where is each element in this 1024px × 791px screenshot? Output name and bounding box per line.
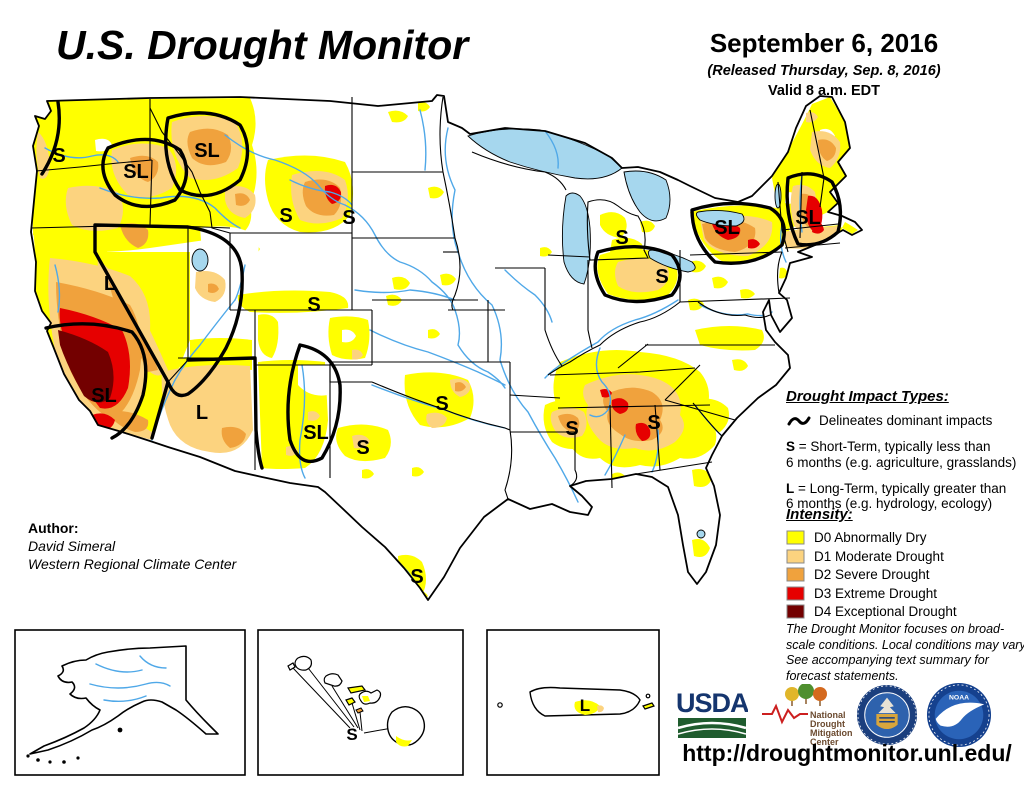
svg-text:Mitigation: Mitigation (810, 728, 853, 738)
region-label: S (655, 266, 668, 288)
great-salt-lake (191, 248, 209, 272)
noaa-logo: NOAA (926, 682, 992, 748)
delineation-squiggle-icon (787, 416, 811, 426)
intensity-item-d3: D3 Extreme Drought (786, 586, 1024, 601)
region-label: L (104, 273, 116, 295)
d1-swatch (786, 549, 805, 563)
region-label: S (565, 418, 578, 440)
intensity-legend: Intensity: D0 Abnormally Dry D1 Moderate… (786, 506, 1024, 623)
map-date: September 6, 2016 (709, 28, 939, 58)
intensity-item-d0: D0 Abnormally Dry (786, 530, 1024, 545)
ekg-squiggle (762, 703, 808, 725)
hawaii-impact-label: S (346, 725, 357, 744)
region-label: S (410, 566, 423, 588)
author-org: Western Regional Climate Center (28, 556, 237, 573)
page-title: U.S. Drought Monitor (56, 22, 469, 68)
ndmc-logo: National Drought Mitigation Center (762, 684, 853, 746)
svg-text:Center: Center (810, 737, 839, 746)
svg-text:National: National (810, 710, 846, 720)
date-block: September 6, 2016 (Released Thursday, Se… (655, 28, 993, 99)
author-label: Author: (28, 520, 79, 536)
long-term-definition: L = Long-Term, typically greater than 6 … (786, 480, 1007, 512)
region-label: L (196, 402, 208, 424)
svg-text:NOAA: NOAA (949, 694, 969, 701)
valid-time: Valid 8 a.m. EDT (767, 83, 880, 99)
release-date: (Released Thursday, Sep. 8, 2016) (707, 63, 941, 79)
lake-okeechobee (696, 529, 706, 539)
seagull-icon (935, 702, 985, 727)
region-label: SL (714, 217, 740, 239)
puerto-rico-inset: L (486, 629, 660, 776)
d0-swatch (786, 530, 805, 545)
map-region-labels: S SL SL S S L S SL L SL S S S S S SL SL … (52, 140, 820, 588)
region-label: S (342, 207, 355, 229)
hawaii-inset: S (257, 629, 464, 776)
region-label: SL (123, 161, 149, 183)
great-lakes (191, 128, 782, 539)
d2-swatch (786, 567, 805, 582)
alaska-inset (14, 629, 246, 776)
intensity-item-d1: D1 Moderate Drought (786, 549, 1024, 564)
drought-regions (31, 97, 858, 600)
d4-swatch (786, 604, 805, 619)
puerto-rico-impact-label: L (580, 696, 590, 715)
short-term-definition: S = Short-Term, typically less than 6 mo… (786, 438, 1017, 470)
region-label: S (307, 294, 320, 316)
disclaimer-text: The Drought Monitor focuses on broad-sca… (786, 622, 1024, 683)
usda-logo: USDA (676, 688, 748, 738)
agency-logos: USDA National Drought Mitigation Center (674, 682, 1024, 748)
region-label: S (279, 205, 292, 227)
region-label: S (615, 227, 628, 249)
region-label: SL (795, 207, 821, 229)
region-label: SL (303, 422, 329, 444)
intensity-legend-title: Intensity: (786, 506, 853, 523)
region-label: S (52, 145, 65, 167)
region-label: S (647, 412, 660, 434)
intensity-item-d4: D4 Exceptional Drought (786, 604, 1024, 619)
author-name: David Simeral (28, 538, 116, 555)
author-block: Author: David Simeral Western Regional C… (28, 519, 236, 574)
state-borders (30, 96, 841, 500)
dept-of-commerce-seal (856, 684, 918, 746)
droughtmonitor-url[interactable]: http://droughtmonitor.unl.edu/ (682, 740, 1012, 766)
impact-legend-title: Drought Impact Types: (786, 388, 949, 405)
svg-text:Drought: Drought (810, 719, 845, 729)
region-label: SL (194, 140, 220, 162)
d3-swatch (786, 586, 805, 600)
intensity-item-d2: D2 Severe Drought (786, 567, 1024, 582)
region-label: SL (91, 385, 117, 407)
svg-text:USDA: USDA (676, 688, 748, 718)
delineates-text: Delineates dominant impacts (819, 412, 993, 428)
impact-delineation-lines (40, 100, 843, 470)
eagle-icon (878, 697, 896, 714)
region-label: S (356, 437, 369, 459)
region-label: S (435, 393, 448, 415)
impact-types-legend: Drought Impact Types: Delineates dominan… (786, 388, 1024, 522)
